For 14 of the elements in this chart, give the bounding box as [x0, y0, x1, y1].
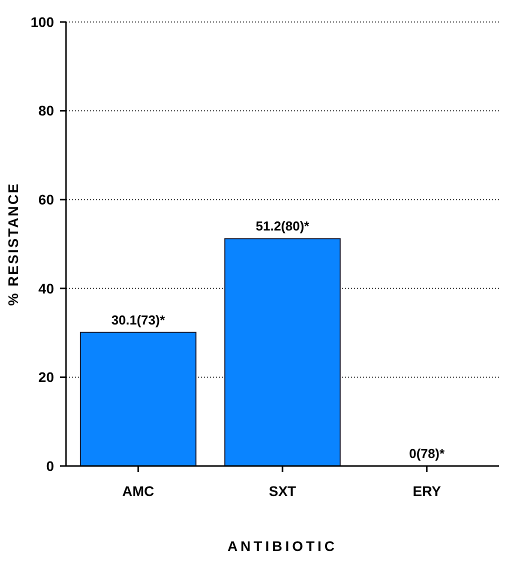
y-tick-label: 60 [38, 192, 54, 208]
x-tick-label: AMC [122, 483, 154, 499]
y-tick-label: 40 [38, 280, 54, 296]
x-axis-title: ANTIBIOTIC [227, 538, 338, 554]
data-label: 51.2(80)* [256, 218, 310, 234]
y-tick-label: 0 [46, 458, 54, 474]
data-label: 30.1(73)* [111, 312, 166, 328]
y-axis-title: % RESISTANCE [5, 182, 21, 306]
data-label: 0(78)* [409, 446, 446, 461]
y-tick-label: 20 [38, 369, 54, 386]
x-tick-label: SXT [268, 483, 297, 499]
y-tick-label: 80 [38, 102, 54, 119]
x-tick-label: ERY [412, 483, 442, 499]
y-tick-label: 100 [30, 14, 54, 30]
